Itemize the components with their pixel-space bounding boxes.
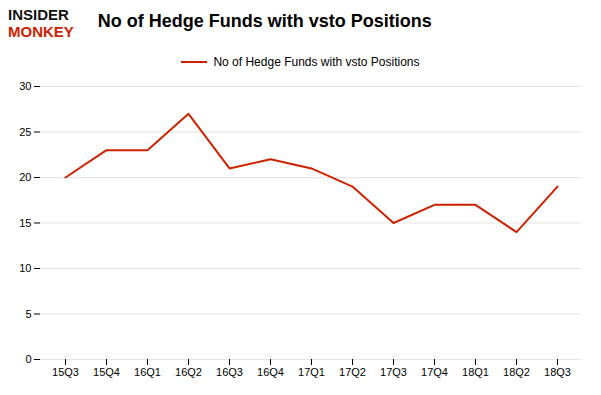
html-text:MONKEY: MONKEY bbox=[8, 23, 74, 40]
svg-text:16Q1: 16Q1 bbox=[134, 366, 161, 378]
html-text:No of Hedge Funds with vsto Po: No of Hedge Funds with vsto Positions bbox=[97, 11, 432, 31]
svg-text:15: 15 bbox=[19, 217, 31, 229]
html-text:No of Hedge Funds with vsto Po: No of Hedge Funds with vsto Positions bbox=[213, 55, 420, 69]
svg-text:18Q3: 18Q3 bbox=[544, 366, 571, 378]
svg-text:0: 0 bbox=[25, 353, 31, 365]
svg-text:18Q1: 18Q1 bbox=[462, 366, 489, 378]
svg-text:17Q2: 17Q2 bbox=[339, 366, 366, 378]
svg-text:15Q4: 15Q4 bbox=[93, 366, 120, 378]
svg-text:10: 10 bbox=[19, 262, 31, 274]
svg-text:25: 25 bbox=[19, 126, 31, 138]
svg-text:17Q4: 17Q4 bbox=[421, 366, 448, 378]
svg-text:20: 20 bbox=[19, 171, 31, 183]
svg-text:17Q3: 17Q3 bbox=[380, 366, 407, 378]
svg-text:17Q1: 17Q1 bbox=[298, 366, 325, 378]
html-text:INSIDER: INSIDER bbox=[8, 6, 69, 23]
svg-text:5: 5 bbox=[25, 308, 31, 320]
svg-text:16Q3: 16Q3 bbox=[216, 366, 243, 378]
svg-text:16Q2: 16Q2 bbox=[175, 366, 202, 378]
svg-text:30: 30 bbox=[19, 80, 31, 92]
svg-text:16Q4: 16Q4 bbox=[257, 366, 284, 378]
svg-text:15Q3: 15Q3 bbox=[52, 366, 79, 378]
svg-text:18Q2: 18Q2 bbox=[503, 366, 530, 378]
